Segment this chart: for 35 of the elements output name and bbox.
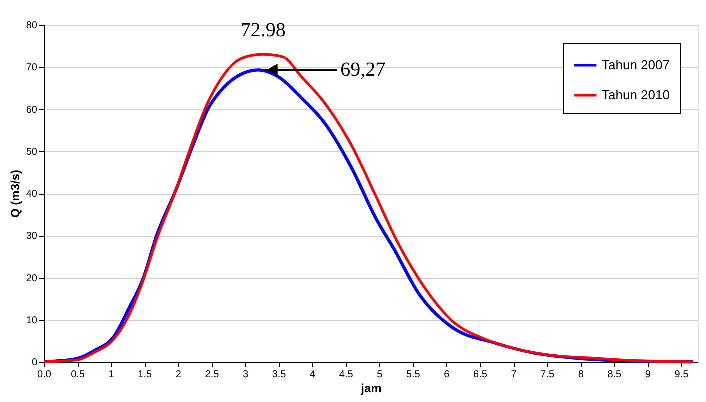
x-tick-label: 4.5 (339, 370, 354, 380)
x-tick-label: 7 (511, 370, 518, 380)
x-tick-label: 7.5 (540, 370, 555, 380)
annotation: 69,27 (340, 59, 386, 82)
x-tick-label: 0.0 (38, 370, 52, 380)
y-tick-label: 10 (26, 315, 38, 326)
x-tick-label: 2.5 (205, 370, 220, 380)
x-tick-label: 1 (108, 370, 115, 380)
x-tick-label: 9 (645, 370, 652, 380)
x-tick-label: 8.5 (608, 370, 622, 380)
x-tick-label: 5.5 (406, 370, 421, 380)
y-tick-label: 40 (26, 189, 38, 200)
y-tick-label: 60 (26, 104, 38, 116)
x-tick-label: 6.5 (474, 370, 488, 380)
x-tick-label: 8 (578, 370, 584, 380)
annotation: 72.98 (240, 20, 286, 42)
x-tick-label: 3.5 (272, 370, 287, 380)
y-tick-label: 70 (26, 62, 38, 74)
y-tick-label: 80 (26, 20, 38, 32)
x-tick-label: 6 (444, 370, 450, 380)
x-tick-label: 3 (242, 370, 249, 380)
y-axis-title: Q (m3/s) (8, 170, 22, 218)
x-tick-label: 1.5 (138, 370, 152, 380)
x-tick-label: 5 (377, 370, 384, 380)
legend-label: Tahun 2007 (602, 58, 670, 72)
x-tick-label: 2 (176, 370, 182, 380)
x-tick-label: 9.5 (674, 370, 690, 380)
legend-label: Tahun 2010 (602, 88, 670, 102)
x-tick-label: 0.5 (71, 370, 86, 380)
x-axis-title: jam (360, 382, 382, 396)
y-tick-label: 0 (32, 358, 38, 368)
x-tick-label: 4 (310, 370, 316, 380)
y-tick-label: 20 (26, 273, 38, 284)
y-tick-label: 50 (26, 146, 38, 158)
y-tick-label: 30 (26, 231, 38, 242)
